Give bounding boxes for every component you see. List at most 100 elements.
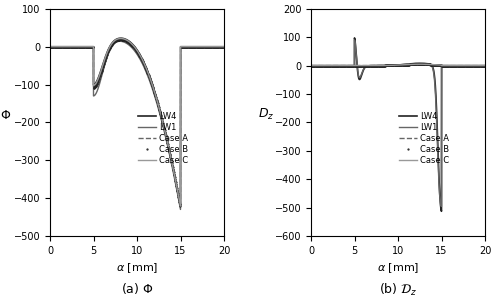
LW4	[350, 64, 356, 68]
LW4	[88, 45, 94, 48]
LW4	[125, 39, 131, 42]
Line: LW1: LW1	[50, 41, 224, 209]
Case B	[350, 64, 356, 68]
Case B	[482, 64, 488, 68]
LW4	[112, 38, 118, 42]
Case B	[112, 39, 118, 42]
X-axis label: $\alpha$ [mm]: $\alpha$ [mm]	[377, 261, 419, 275]
Case C	[482, 64, 488, 68]
Case B	[88, 45, 94, 48]
Case C	[112, 38, 118, 42]
LW1	[125, 42, 131, 46]
Case C	[118, 37, 124, 40]
Case B	[374, 64, 380, 67]
Case B	[178, 206, 184, 209]
Case A	[47, 45, 53, 48]
Case C	[350, 64, 356, 68]
Line: Case A: Case A	[50, 39, 224, 206]
LW4	[221, 45, 227, 48]
LW4	[47, 45, 53, 48]
Case A	[178, 205, 184, 208]
Text: (a) $\Phi$: (a) $\Phi$	[120, 281, 154, 295]
LW1	[89, 45, 95, 48]
LW4	[89, 45, 95, 48]
LW1	[480, 64, 486, 68]
Line: LW4: LW4	[50, 38, 224, 206]
LW4	[350, 64, 356, 68]
Case C	[88, 45, 94, 48]
Case C	[220, 45, 226, 48]
Case B	[89, 45, 95, 48]
LW1	[348, 64, 354, 68]
LW1	[438, 205, 444, 208]
LW1	[482, 64, 488, 68]
LW1	[220, 45, 226, 48]
LW1	[374, 64, 380, 67]
Case C	[125, 39, 131, 43]
Y-axis label: $\Phi$: $\Phi$	[0, 109, 11, 122]
Case A	[374, 64, 380, 67]
LW4	[308, 64, 314, 68]
Text: (b) $\mathcal{D}_z$: (b) $\mathcal{D}_z$	[378, 281, 418, 295]
Case A	[221, 45, 227, 48]
Case A	[386, 64, 392, 67]
LW1	[112, 41, 118, 44]
Case A	[350, 64, 356, 68]
Case C	[89, 45, 95, 48]
X-axis label: $\alpha$ [mm]: $\alpha$ [mm]	[116, 261, 158, 275]
Y-axis label: $D_z$: $D_z$	[258, 107, 274, 122]
Legend: LW4, LW1, Case A, Case B, Case C: LW4, LW1, Case A, Case B, Case C	[396, 108, 453, 168]
Case A	[480, 64, 486, 68]
Line: LW4: LW4	[311, 38, 485, 211]
Case C	[480, 64, 486, 68]
LW4	[438, 209, 444, 213]
LW4	[118, 36, 124, 40]
LW4	[480, 64, 486, 68]
Case B	[480, 64, 486, 68]
Case A	[125, 40, 131, 43]
LW1	[350, 64, 356, 68]
Case A	[348, 64, 354, 68]
Case A	[112, 39, 118, 42]
Case B	[386, 64, 392, 67]
LW1	[88, 45, 94, 48]
LW4	[178, 204, 184, 207]
Case C	[88, 45, 94, 48]
Case C	[308, 64, 314, 68]
Line: LW1: LW1	[311, 40, 485, 206]
Case C	[348, 64, 354, 68]
Case A	[89, 45, 95, 48]
Case A	[350, 64, 356, 68]
Line: Case C: Case C	[50, 39, 224, 206]
Case B	[118, 38, 124, 41]
LW4	[386, 64, 392, 67]
LW1	[386, 64, 392, 67]
Case B	[125, 40, 131, 44]
LW4	[482, 64, 488, 68]
LW1	[117, 40, 123, 43]
Line: Case B: Case B	[310, 63, 486, 66]
LW1	[178, 208, 184, 211]
Case B	[308, 64, 314, 68]
Case C	[350, 64, 356, 68]
Case B	[47, 45, 53, 48]
LW1	[352, 38, 358, 42]
Line: Case C: Case C	[311, 64, 485, 66]
Line: Case B: Case B	[49, 39, 225, 208]
Case B	[221, 45, 227, 48]
Case B	[350, 64, 356, 68]
LW4	[352, 36, 358, 40]
Legend: LW4, LW1, Case A, Case B, Case C: LW4, LW1, Case A, Case B, Case C	[134, 108, 192, 168]
Case C	[178, 204, 184, 208]
Line: Case A: Case A	[311, 64, 485, 66]
LW4	[88, 45, 94, 48]
Case B	[416, 63, 422, 66]
Case A	[118, 37, 124, 41]
LW1	[47, 45, 53, 48]
Case A	[482, 64, 488, 68]
LW4	[220, 45, 226, 48]
Case C	[386, 64, 392, 67]
Case C	[416, 63, 422, 66]
LW1	[88, 45, 94, 48]
Case A	[220, 45, 226, 48]
